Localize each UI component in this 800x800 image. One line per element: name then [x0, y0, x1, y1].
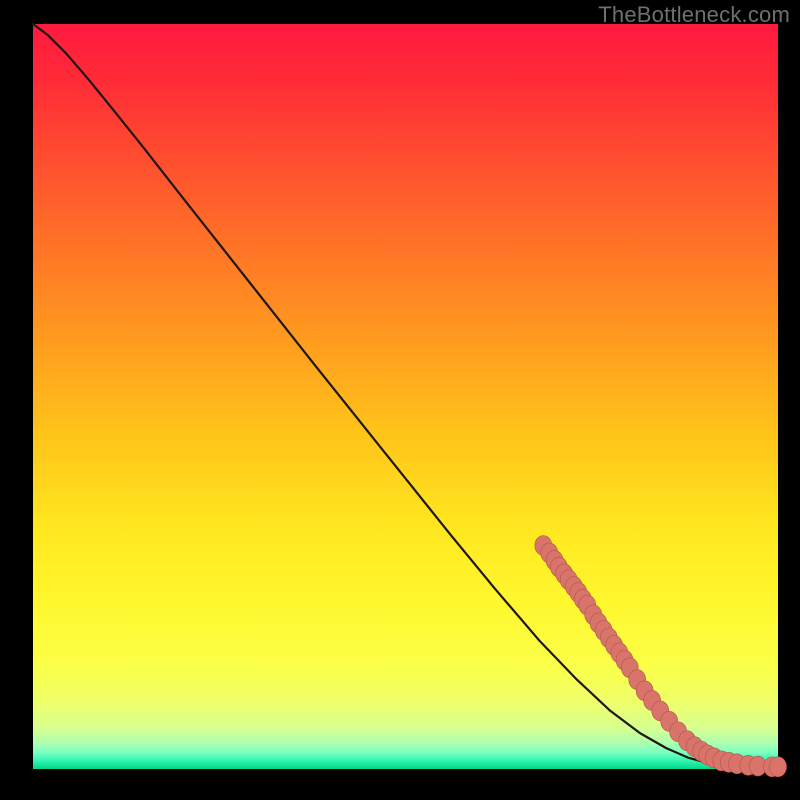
- watermark-label: TheBottleneck.com: [598, 2, 790, 28]
- data-marker: [770, 757, 787, 777]
- bottleneck-chart: [0, 0, 800, 800]
- chart-plot-area: [33, 24, 778, 769]
- chart-container: TheBottleneck.com: [0, 0, 800, 800]
